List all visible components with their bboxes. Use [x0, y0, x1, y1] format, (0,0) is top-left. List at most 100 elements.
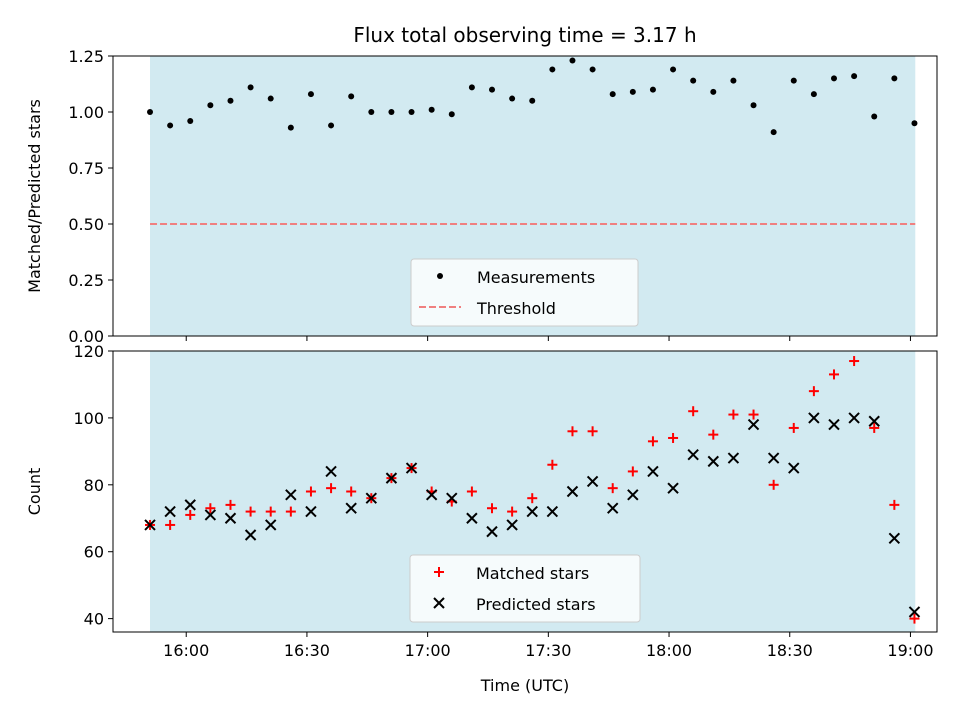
measurement-point	[670, 66, 677, 73]
measurement-point	[328, 122, 335, 129]
legend-predicted-glyph	[433, 597, 445, 609]
predicted-star-point	[184, 499, 196, 511]
y-tick-label: 80	[84, 476, 104, 495]
measurement-point	[368, 109, 375, 115]
ratio-x-ticks	[185, 336, 911, 341]
measurement-point	[147, 109, 154, 115]
predicted-star-point	[868, 415, 880, 427]
y-tick-label: 1.25	[68, 47, 104, 66]
measurement-point	[589, 66, 596, 73]
ratio-legend-box	[410, 258, 639, 327]
predicted-star-point	[788, 462, 800, 474]
measurement-point	[489, 86, 496, 93]
predicted-star-point	[828, 418, 840, 431]
predicted-star-point	[385, 472, 398, 484]
count-panel: 40 60 80 100 120 16:00 16:30 17:00 17:30 18:00 18…	[25, 342, 938, 695]
ratio-y-axis: 0.00 0.25 0.50 0.75 1.00 1.25	[68, 47, 113, 346]
x-tick-label: 17:30	[525, 641, 571, 660]
predicted-star-point	[285, 489, 297, 501]
legend-measurements-label: Measurements	[477, 268, 595, 287]
measurement-point	[388, 109, 395, 115]
x-tick-label: 17:00	[405, 641, 451, 660]
ratio-y-label: Matched/Predicted stars	[25, 99, 44, 293]
predicted-star-point	[848, 412, 860, 424]
x-tick-label: 18:30	[767, 641, 813, 660]
predicted-star-point	[345, 502, 357, 514]
predicted-star-point	[627, 489, 639, 501]
y-tick-label: 60	[84, 543, 104, 562]
legend-matched-marker	[434, 567, 444, 577]
predicted-star-point	[325, 465, 337, 478]
predicted-star-point	[526, 505, 538, 518]
measurement-point	[710, 88, 717, 95]
count-points	[144, 356, 921, 624]
predicted-star-point	[305, 505, 317, 518]
count-y-label: Count	[25, 468, 44, 516]
predicted-star-point	[747, 418, 760, 431]
measurement-point	[348, 93, 355, 100]
x-tick-label: 16:00	[163, 641, 209, 660]
predicted-star-point	[546, 505, 559, 518]
measurement-point	[448, 111, 455, 118]
measurement-point	[468, 84, 475, 91]
predicted-star-point	[144, 519, 156, 531]
measurement-point	[871, 113, 878, 120]
predicted-star-point	[265, 519, 277, 531]
legend-threshold-label: Threshold	[476, 299, 556, 318]
predicted-star-point	[888, 532, 901, 545]
measurement-point	[790, 77, 797, 84]
predicted-star-point	[244, 529, 257, 541]
measurement-point	[750, 102, 757, 109]
predicted-star-point	[687, 448, 699, 461]
predicted-star-point	[707, 455, 720, 468]
measurement-point	[227, 97, 234, 104]
predicted-star-point	[908, 606, 921, 618]
y-tick-label: 1.00	[68, 103, 104, 122]
predicted-star-point	[808, 412, 820, 424]
ratio-panel-frame	[112, 55, 938, 337]
measurement-point	[831, 75, 837, 82]
predicted-star-point	[506, 519, 518, 531]
legend-predicted-label: Predicted stars	[476, 595, 596, 614]
measurement-point	[187, 117, 194, 124]
measurement-point	[307, 91, 314, 98]
legend-matched-label: Matched stars	[476, 564, 589, 583]
count-legend-box	[409, 554, 641, 623]
y-tick-label: 0.25	[68, 271, 104, 290]
predicted-star-point	[164, 505, 176, 518]
measurement-point	[690, 77, 697, 84]
measurement-point	[267, 95, 274, 102]
predicted-star-point	[667, 482, 679, 494]
legend-measurements-marker	[437, 273, 443, 279]
predicted-star-point	[365, 492, 378, 504]
measurement-point	[851, 73, 858, 80]
measurement-point	[770, 129, 777, 136]
predicted-star-point	[224, 512, 237, 524]
measurement-point	[529, 97, 536, 104]
y-tick-label: 0.00	[68, 327, 104, 346]
measurement-point	[891, 75, 898, 82]
predicted-star-point	[446, 492, 458, 504]
measurement-point	[609, 91, 616, 98]
predicted-star-point	[727, 452, 740, 464]
y-tick-label: 40	[84, 610, 104, 629]
predicted-star-point	[405, 462, 418, 474]
count-x-axis: 16:00 16:30 17:00 17:30 18:00 18:30 19:00	[163, 632, 934, 660]
count-panel-frame	[112, 350, 938, 633]
measurement-point	[509, 95, 516, 102]
x-axis-label: Time (UTC)	[480, 676, 569, 695]
y-tick-label: 120	[73, 342, 104, 361]
measurement-point	[629, 88, 636, 95]
measurement-point	[649, 86, 656, 93]
measurement-point	[569, 57, 576, 64]
legend-predicted-marker	[433, 597, 445, 609]
measurement-point	[408, 109, 415, 115]
ratio-panel: 0.00 0.25 0.50 0.75 1.00 1.25 Matched/Predict…	[25, 47, 938, 346]
x-tick-label: 18:00	[646, 641, 692, 660]
measurement-point	[549, 66, 556, 73]
measurement-point	[730, 77, 737, 84]
chart-title: Flux total observing time = 3.17 h	[353, 23, 696, 47]
predicted-star-point	[466, 512, 478, 524]
measurement-point	[247, 84, 254, 91]
